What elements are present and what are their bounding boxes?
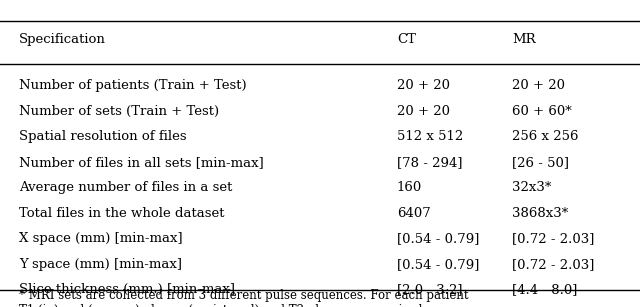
Text: 20 + 20: 20 + 20 bbox=[397, 80, 450, 92]
Text: CT: CT bbox=[397, 33, 415, 46]
Text: 60 + 60*: 60 + 60* bbox=[512, 105, 572, 118]
Text: Average number of files in a set: Average number of files in a set bbox=[19, 181, 232, 194]
Text: Number of sets (Train + Test): Number of sets (Train + Test) bbox=[19, 105, 220, 118]
Text: Specification: Specification bbox=[19, 33, 106, 46]
Text: 160: 160 bbox=[397, 181, 422, 194]
Text: [0.72 - 2.03]: [0.72 - 2.03] bbox=[512, 258, 595, 271]
Text: X space (mm) [min-max]: X space (mm) [min-max] bbox=[19, 232, 183, 245]
Text: T1 (in) and (oppose) phases (registered) and T2 phase are acquired.: T1 (in) and (oppose) phases (registered)… bbox=[19, 304, 426, 307]
Text: [4.4 - 8.0]: [4.4 - 8.0] bbox=[512, 283, 577, 296]
Text: [26 - 50]: [26 - 50] bbox=[512, 156, 569, 169]
Text: 20 + 20: 20 + 20 bbox=[512, 80, 565, 92]
Text: Number of files in all sets [min-max]: Number of files in all sets [min-max] bbox=[19, 156, 264, 169]
Text: 32x3*: 32x3* bbox=[512, 181, 552, 194]
Text: Total files in the whole dataset: Total files in the whole dataset bbox=[19, 207, 225, 220]
Text: 20 + 20: 20 + 20 bbox=[397, 105, 450, 118]
Text: Spatial resolution of files: Spatial resolution of files bbox=[19, 130, 187, 143]
Text: [0.72 - 2.03]: [0.72 - 2.03] bbox=[512, 232, 595, 245]
Text: Number of patients (Train + Test): Number of patients (Train + Test) bbox=[19, 80, 247, 92]
Text: MR: MR bbox=[512, 33, 536, 46]
Text: * MRI sets are collected from 3 different pulse sequences. For each patient: * MRI sets are collected from 3 differen… bbox=[19, 289, 468, 302]
Text: 3868x3*: 3868x3* bbox=[512, 207, 568, 220]
Text: 6407: 6407 bbox=[397, 207, 431, 220]
Text: [0.54 - 0.79]: [0.54 - 0.79] bbox=[397, 258, 479, 271]
Text: [2.0 - 3.2]: [2.0 - 3.2] bbox=[397, 283, 462, 296]
Text: [0.54 - 0.79]: [0.54 - 0.79] bbox=[397, 232, 479, 245]
Text: [78 - 294]: [78 - 294] bbox=[397, 156, 462, 169]
Text: 512 x 512: 512 x 512 bbox=[397, 130, 463, 143]
Text: Y space (mm) [min-max]: Y space (mm) [min-max] bbox=[19, 258, 182, 271]
Text: 256 x 256: 256 x 256 bbox=[512, 130, 579, 143]
Text: Slice thickness (mm.) [min-max]: Slice thickness (mm.) [min-max] bbox=[19, 283, 236, 296]
